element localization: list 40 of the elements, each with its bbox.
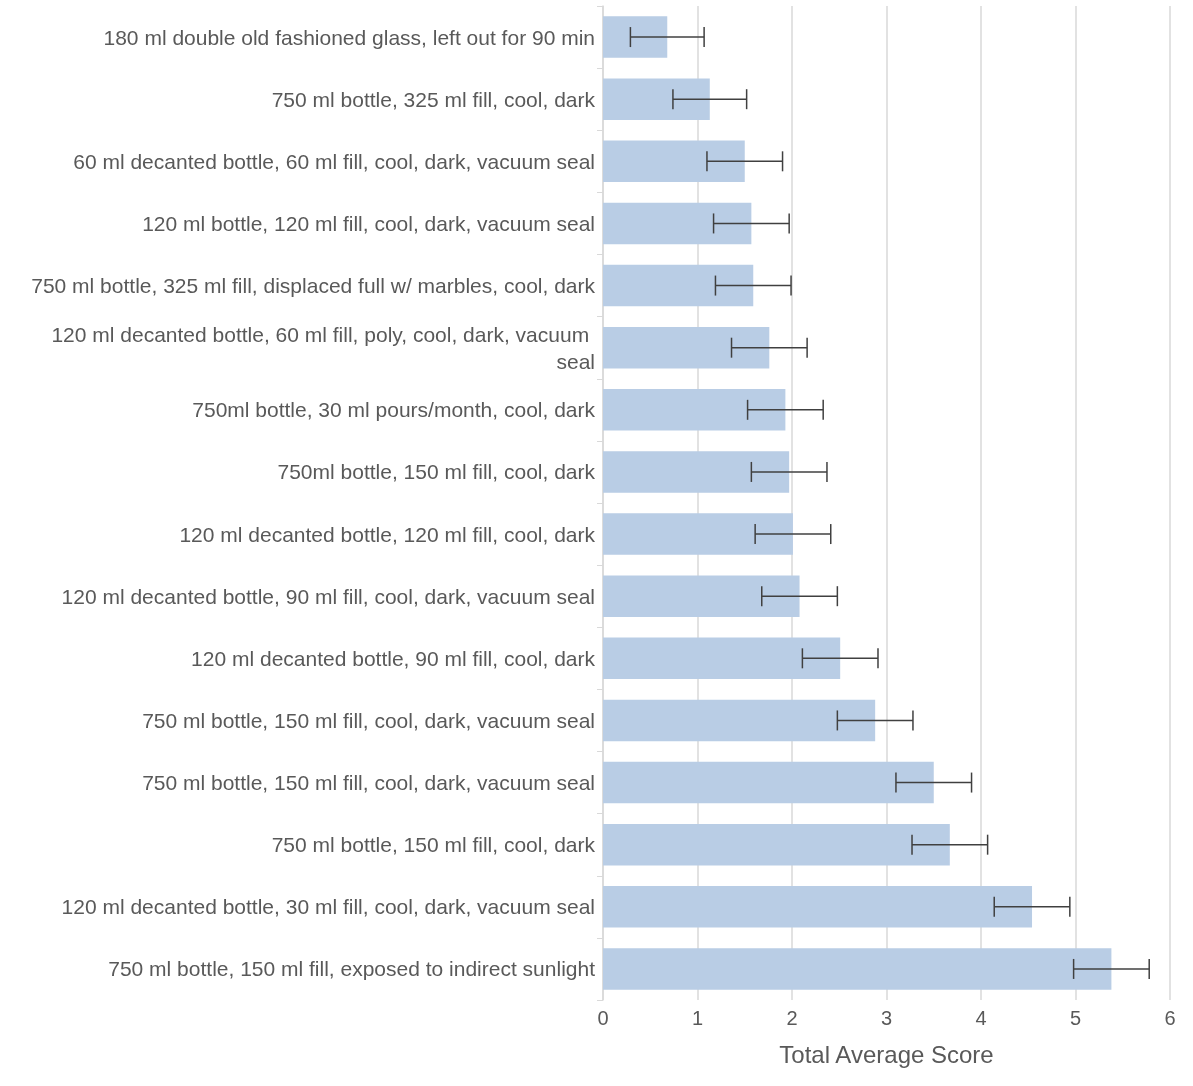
x-tick-label: 2 <box>786 1007 798 1029</box>
x-tick-label: 6 <box>1164 1007 1176 1029</box>
y-tick-label: 120 ml decanted bottle, 60 ml fill, poly, cool, dark, vacuum seal <box>51 322 595 373</box>
y-tick-label: 120 ml decanted bottle, 120 ml fill, cool, dark <box>179 522 596 546</box>
bar <box>603 886 1033 928</box>
y-tick-label: 750 ml bottle, 150 ml fill, cool, dark <box>271 833 596 857</box>
y-tick-label: 750 ml bottle, 325 ml fill, displaced full w/ marbles, cool, dark <box>31 274 596 298</box>
bar <box>603 78 710 120</box>
bar <box>603 948 1112 990</box>
x-tick-label: 4 <box>975 1007 987 1029</box>
x-tick-label: 5 <box>1069 1007 1082 1029</box>
x-tick-label: 1 <box>691 1007 704 1029</box>
y-tick-label: 120 ml decanted bottle, 30 ml fill, cool, dark, vacuum seal <box>61 895 595 919</box>
x-tick-label: 0 <box>597 1007 609 1029</box>
bar <box>603 761 934 804</box>
x-axis-title: Total Average Score <box>779 1040 994 1068</box>
bar <box>603 637 841 680</box>
bar <box>603 513 793 555</box>
y-tick-label: 120 ml decanted bottle, 90 ml fill, cool, dark <box>191 646 596 670</box>
y-tick-label: 750ml bottle, 150 ml fill, cool, dark <box>277 460 596 484</box>
x-tick-label: 3 <box>880 1007 893 1029</box>
bar <box>603 699 876 742</box>
bar <box>603 140 745 183</box>
y-tick-label: 60 ml decanted bottle, 60 ml fill, cool, dark, vacuum seal <box>73 149 595 173</box>
bar <box>603 823 950 866</box>
bar <box>603 264 754 307</box>
bar <box>603 16 668 58</box>
bar <box>603 575 800 617</box>
bar <box>603 389 786 431</box>
y-tick-label: 750 ml bottle, 150 ml fill, cool, dark, vacuum seal <box>142 708 595 732</box>
y-tick-label: 750ml bottle, 30 ml pours/month, cool, dark <box>192 398 596 422</box>
bar <box>603 202 752 245</box>
y-tick-label: 750 ml bottle, 150 ml fill, cool, dark, vacuum seal <box>142 771 595 795</box>
y-tick-label: 120 ml decanted bottle, 90 ml fill, cool, dark, vacuum seal <box>61 584 595 608</box>
y-tick-label: 750 ml bottle, 150 ml fill, exposed to indirect sunlight <box>108 957 596 981</box>
y-tick-label: 180 ml double old fashioned glass, left out for 90 min <box>103 25 595 49</box>
bar <box>603 326 770 369</box>
bar <box>603 451 790 493</box>
y-tick-label: 120 ml bottle, 120 ml fill, cool, dark, vacuum seal <box>142 211 595 235</box>
y-tick-label: 750 ml bottle, 325 ml fill, cool, dark <box>271 87 596 111</box>
